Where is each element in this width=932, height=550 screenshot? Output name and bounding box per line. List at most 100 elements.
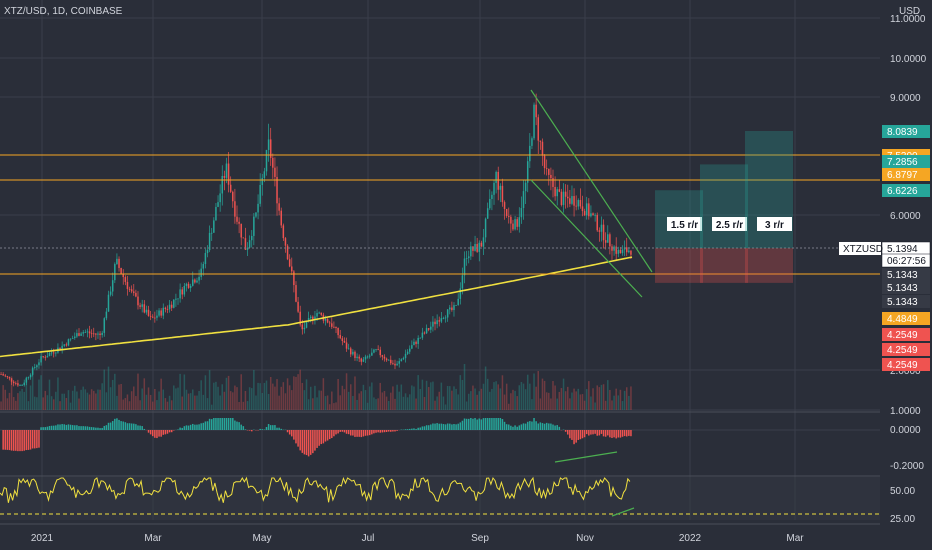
volume-bar [88,394,91,410]
macd-bar [149,430,152,435]
volume-bar [478,391,481,410]
macd-bar [288,430,291,435]
candle-body [434,321,436,325]
macd-bar [406,429,409,430]
volume-bar [552,381,554,410]
macd-bar [333,430,335,437]
candle-body [200,268,202,277]
candle-body [560,191,563,205]
macd-bar [147,430,150,433]
candle-body [571,196,573,204]
volume-bar [90,389,93,410]
candle-body [579,200,582,207]
volume-bar [29,385,32,410]
candle-body [408,348,411,352]
macd-bar [615,430,617,439]
macd-bar [575,430,577,443]
volume-bar [368,386,371,410]
macd-bar [29,430,32,450]
volume-bar [400,384,403,410]
macd-bar [130,423,133,430]
volume-bar [598,387,601,410]
volume-bar [135,396,137,410]
candle-body [600,224,603,232]
price-label-bg-0 [882,125,930,138]
volume-bar [303,390,306,410]
volume-bar [248,387,251,410]
risk-reward-boxes[interactable]: 1.5 r/r 2.5 r/r 3 r/r [655,131,793,283]
macd-bar [415,428,417,430]
x-tick-3: Jul [362,533,375,544]
candle-body [463,258,466,276]
price-label-8: 5.1343 [887,283,918,294]
candle-body [316,313,318,317]
macd-bar [234,420,236,430]
candle-body [185,283,188,286]
volume-bar [421,379,424,410]
macd-bar [10,430,13,451]
volume-bar [545,392,548,410]
candle-body [604,240,607,243]
volume-bar [497,384,499,410]
macd-bar [27,430,30,450]
volume-bar [430,382,432,410]
candle-body [12,381,15,384]
candle-body [630,250,632,255]
volume-bar [339,395,341,410]
volume-bar [463,363,466,410]
candle-body [459,288,462,299]
candle-body [187,283,190,288]
candle-body [97,333,99,335]
candle-body [84,331,87,333]
candle-body [280,210,282,226]
macd-bar [316,430,318,448]
volume-bar [337,378,339,410]
volume-bar [451,390,453,410]
volume-bar [394,398,396,410]
macd-bar [170,430,173,433]
candlestick-series[interactable] [0,93,632,387]
macd-bar [179,427,181,430]
volume-bar [461,379,464,410]
candle-body [457,298,459,306]
candle-body [379,349,382,356]
volume-bar [331,391,333,410]
candle-body [328,322,331,324]
macd-bar [265,427,268,430]
macd-bar [166,430,169,434]
macd-bar [417,427,419,430]
price-labels: 8.08397.53007.28566.87976.62265.139406:2… [839,125,931,371]
volume-bar [522,383,525,410]
price-tick-0: 11.0000 [890,14,926,25]
candle-body [103,318,106,333]
candle-body [318,312,320,314]
lower-trend-line [530,179,643,298]
volume-bar [482,383,485,410]
volume-bar [314,385,316,410]
volume-bar [217,386,219,410]
macd-bar [569,430,571,439]
macd-bar [328,430,331,440]
volume-bar [484,366,487,410]
candle-body [204,253,207,265]
macd-bar [238,422,240,430]
candle-body [505,208,508,216]
candle-body [309,316,312,319]
candle-body [48,353,51,357]
candle-body [436,320,438,325]
macd-bar [200,423,202,430]
candle-body [210,232,213,234]
volume-bar [390,392,392,410]
volume-bar [501,375,504,410]
macd-bar [223,418,226,430]
volume-bar [617,395,620,410]
volume-bar [40,375,42,410]
macd-bar [21,430,23,452]
volume-bar [139,400,141,410]
price-label-bg-12 [882,343,930,356]
candle-body [394,363,396,366]
volume-bar [590,396,592,410]
volume-bar [404,393,407,410]
candle-body [116,258,118,265]
candle-body [585,203,588,216]
